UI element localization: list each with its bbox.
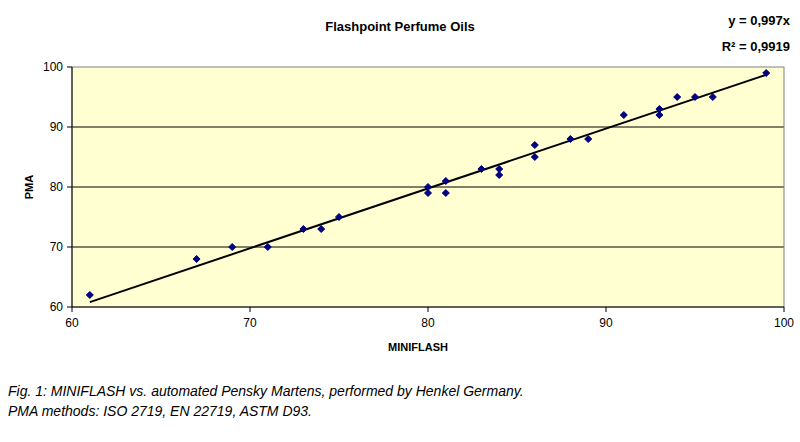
- data-point: [531, 142, 538, 149]
- trendline-r-squared: R² = 0,9919: [722, 39, 790, 54]
- x-tick-label: 100: [774, 316, 794, 330]
- chart-area: [1, 1, 800, 370]
- grid-line: [72, 247, 784, 248]
- data-point: [656, 112, 663, 119]
- x-tick: [784, 307, 785, 312]
- y-tick-label: 80: [50, 180, 64, 194]
- data-point: [674, 94, 681, 101]
- caption-line: Fig. 1: MINIFLASH vs. automated Pensky M…: [8, 383, 524, 399]
- x-tick: [250, 307, 251, 312]
- data-point: [336, 214, 343, 221]
- data-point: [763, 70, 770, 77]
- x-tick: [428, 307, 429, 312]
- data-point: [567, 136, 574, 143]
- trendline-equation: y = 0,997x: [728, 13, 791, 28]
- data-point: [264, 244, 271, 251]
- data-point: [478, 166, 485, 173]
- data-point: [692, 94, 699, 101]
- plot-area: [72, 67, 784, 307]
- y-axis-label: PMA: [23, 175, 35, 200]
- data-point: [442, 178, 449, 185]
- data-point: [442, 190, 449, 197]
- data-point: [300, 226, 307, 233]
- y-tick: [67, 247, 72, 248]
- data-point: [229, 244, 236, 251]
- x-tick-label: 90: [599, 316, 613, 330]
- x-tick: [72, 307, 73, 312]
- y-tick-label: 60: [50, 300, 64, 314]
- trendline: [90, 75, 766, 302]
- data-point: [496, 172, 503, 179]
- y-tick: [67, 67, 72, 68]
- x-tick: [606, 307, 607, 312]
- caption-line: PMA methods: ISO 2719, EN 22719, ASTM D9…: [8, 403, 312, 419]
- chart-title: Flashpoint Perfume Oils: [325, 19, 475, 34]
- data-point: [620, 112, 627, 119]
- grid-line: [72, 127, 784, 128]
- data-point: [318, 226, 325, 233]
- x-axis-label: MINIFLASH: [388, 341, 448, 353]
- x-tick-label: 80: [421, 316, 435, 330]
- chart-svg: 60 70 80 90 100 60 70 80 90 100 Flashpoint Perfume…: [0, 0, 800, 442]
- data-point: [531, 154, 538, 161]
- x-tick-label: 70: [243, 316, 257, 330]
- y-tick-label: 90: [50, 120, 64, 134]
- plot-frame: [72, 67, 784, 307]
- y-tick-label: 100: [43, 60, 63, 74]
- y-tick-label: 70: [50, 240, 64, 254]
- x-tick-label: 60: [65, 316, 79, 330]
- y-tick: [67, 127, 72, 128]
- data-point: [585, 136, 592, 143]
- data-point: [709, 94, 716, 101]
- y-tick: [67, 307, 72, 308]
- data-point: [425, 190, 432, 197]
- data-point: [86, 292, 93, 299]
- y-tick: [67, 187, 72, 188]
- data-point: [193, 256, 200, 263]
- marks: [86, 70, 769, 303]
